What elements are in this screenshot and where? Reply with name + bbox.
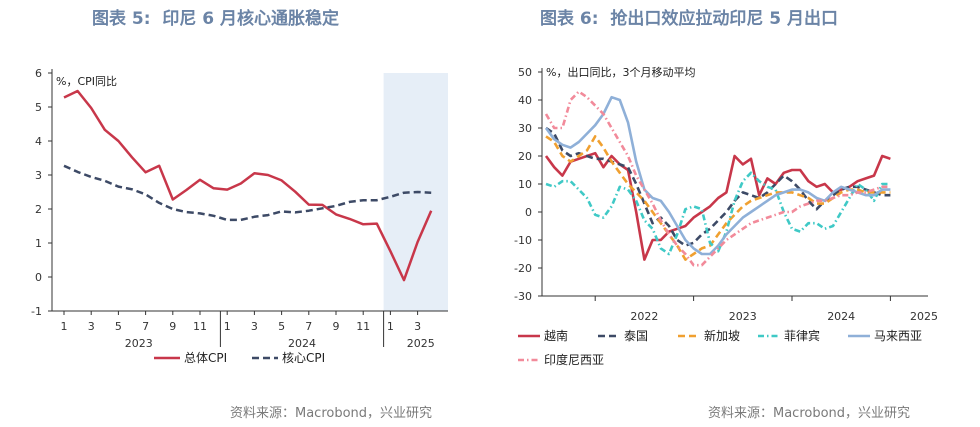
chart2-y-tick-label: 10: [518, 178, 532, 191]
chart1-x-tick-label: 5: [115, 320, 122, 333]
chart2-unit-label: %，出口同比，3个月移动平均: [546, 65, 695, 79]
chart2-series-line-5: [544, 90, 891, 267]
chart2-year-label: 2025: [910, 310, 938, 323]
chart2-series-line-1: [545, 126, 891, 247]
chart2-y-tick-label: -20: [514, 262, 532, 275]
chart2-plot: -30 -20 -10 0 10 20 30 40 50 %，出口同比，3个月移动平均 2022 20…: [514, 65, 938, 367]
chart1-x-tick-label: 1: [224, 320, 231, 333]
chart1-unit-label: %，CPI同比: [56, 75, 117, 88]
chart2-source: 资料来源：Macrobond，兴业研究: [708, 406, 911, 421]
chart1-y-tick-label: 0: [35, 271, 42, 284]
chart1-series-line-1: [63, 164, 432, 222]
chart1-x-tick-label: 7: [142, 320, 149, 333]
chart1-x-tick-label: 11: [356, 320, 370, 333]
chart1-year-label: 2025: [407, 337, 435, 350]
chart1-legend-label: 核心CPI: [282, 351, 325, 365]
chart2-legend-label: 菲律宾: [784, 328, 820, 343]
chart1-year-label: 2024: [288, 337, 316, 350]
chart1-y-tick-label: 4: [35, 135, 42, 148]
chart1-x-tick-label: 3: [414, 320, 421, 333]
chart2-year-label: 2023: [729, 310, 757, 323]
chart1-x-tick-label: 7: [305, 320, 312, 333]
chart2-y-tick-label: -30: [514, 290, 532, 303]
chart2-series-line-4: [544, 95, 891, 256]
chart1-source: 资料来源：Macrobond，兴业研究: [230, 406, 433, 421]
chart1-x-tick-label: 5: [278, 320, 285, 333]
chart2-figure-label: 图表 6:: [540, 9, 599, 29]
chart2-y-tick-label: -10: [514, 234, 532, 247]
chart2-series-line-3: [545, 171, 891, 256]
chart1-y-tick-label: 1: [35, 237, 42, 250]
chart1-y-tick-label: -1: [31, 305, 42, 318]
chart1-y-tick-label: 3: [35, 169, 42, 182]
chart2-legend-label: 新加坡: [704, 328, 740, 343]
chart1-x-tick-label: 9: [333, 320, 340, 333]
chart2-year-label: 2022: [630, 310, 658, 323]
chart1-figure-label: 图表 5:: [92, 9, 151, 29]
chart1-title-text: 印尼 6 月核心通胀稳定: [162, 9, 340, 29]
chart1-title: 图表 5: 印尼 6 月核心通胀稳定: [92, 4, 339, 29]
chart2-legend-label: 马来西亚: [874, 329, 922, 343]
chart2-y-tick-label: 0: [525, 206, 532, 219]
chart1-y-tick-label: 6: [35, 67, 42, 80]
chart1-x-tick-label: 1: [61, 320, 68, 333]
chart1-x-tick-label: 9: [169, 320, 176, 333]
chart2-y-tick-label: 50: [518, 66, 532, 79]
chart2-title: 图表 6: 抢出口效应拉动印尼 5 月出口: [540, 4, 838, 29]
chart2-legend-label: 泰国: [624, 329, 648, 343]
chart1-x-tick-label: 3: [251, 320, 258, 333]
chart2-year-label: 2024: [827, 310, 855, 323]
chart2-y-tick-label: 30: [518, 122, 532, 135]
chart1-y-tick-label: 5: [35, 101, 42, 114]
chart2-legend-label: 越南: [544, 328, 568, 343]
chart2-title-text: 抢出口效应拉动印尼 5 月出口: [610, 9, 839, 29]
chart1-series-line-0: [63, 89, 433, 282]
chart2-y-tick-label: 20: [518, 150, 532, 163]
chart2-y-tick-label: 40: [518, 94, 532, 107]
chart1-x-tick-label: 11: [193, 320, 207, 333]
chart1-legend-label: 总体CPI: [184, 351, 227, 365]
chart2-legend-label: 印度尼西亚: [544, 352, 604, 367]
chart1-x-tick-label: 3: [88, 320, 95, 333]
chart1-year-label: 2023: [125, 337, 153, 350]
chart1-y-tick-label: 2: [35, 203, 42, 216]
chart1-x-tick-label: 1: [387, 320, 394, 333]
